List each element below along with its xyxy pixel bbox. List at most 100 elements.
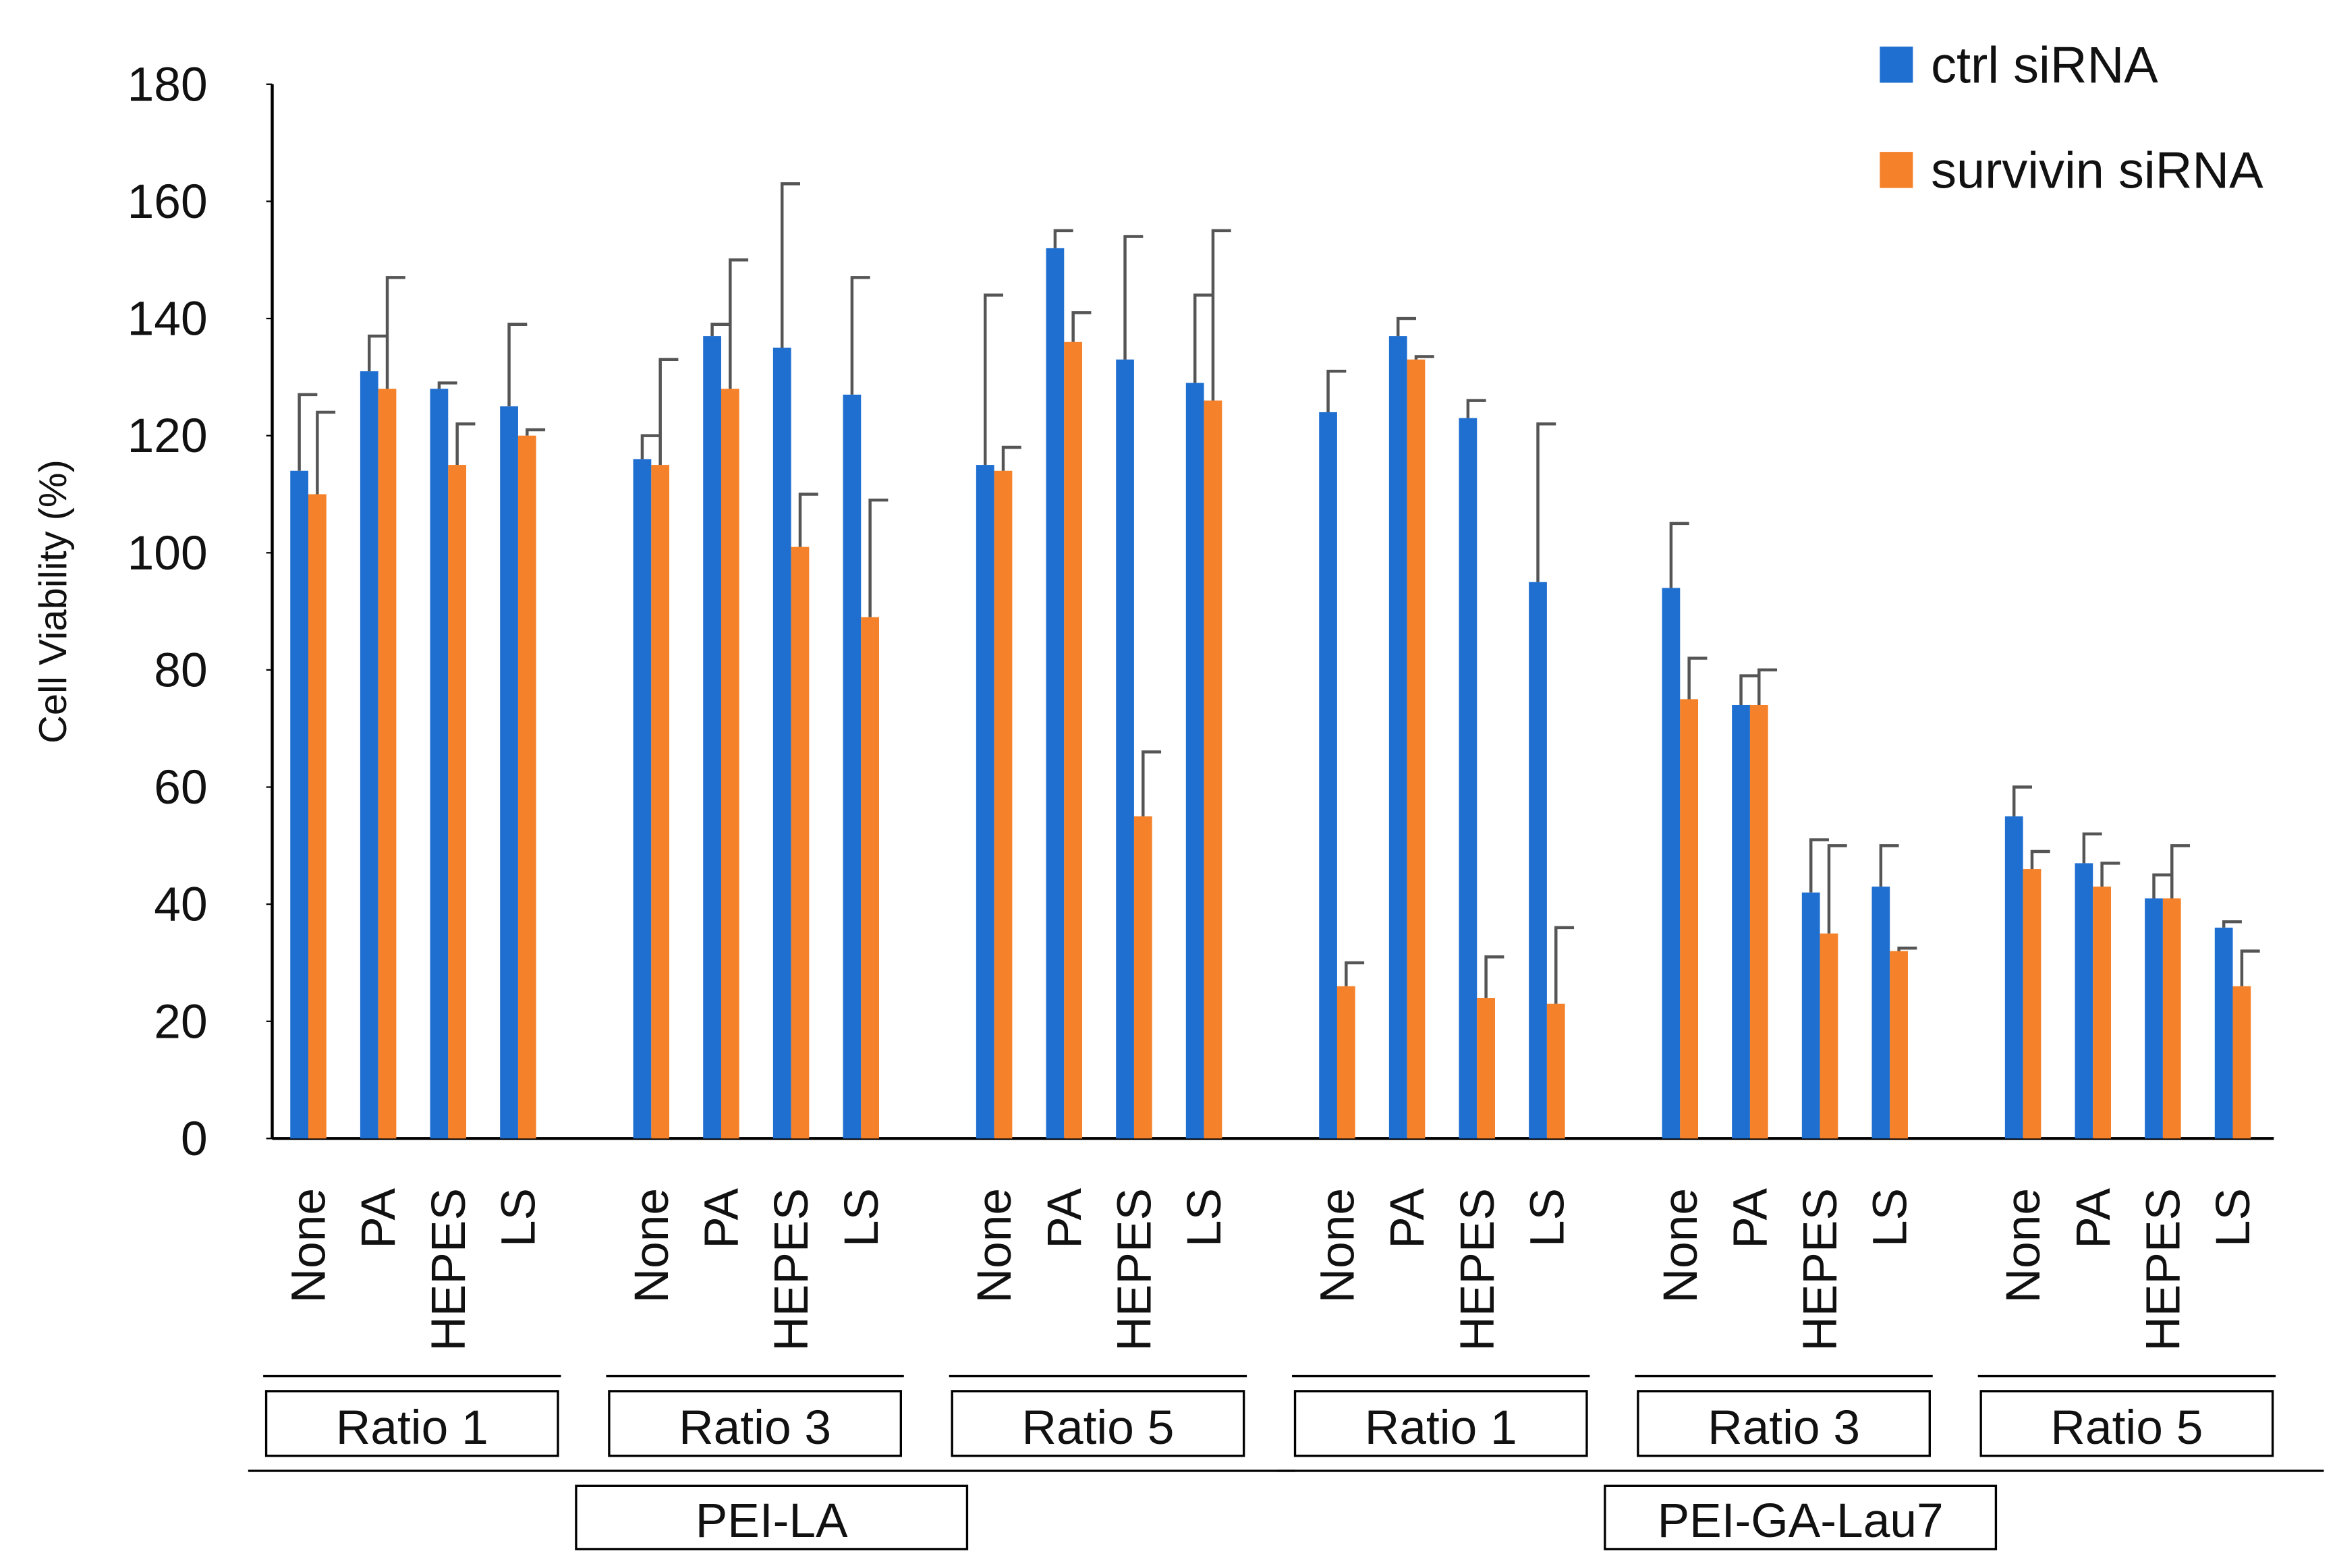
error-bar bbox=[868, 498, 889, 617]
bar bbox=[1477, 998, 1496, 1139]
bar bbox=[517, 435, 536, 1139]
error-bar bbox=[1071, 311, 1092, 342]
error-bar bbox=[1053, 229, 1073, 248]
error-bar bbox=[729, 258, 749, 389]
x-tick-label: None bbox=[1996, 1188, 2050, 1303]
bar bbox=[1388, 336, 1407, 1139]
subgroup-label: Ratio 1 bbox=[1365, 1401, 1517, 1455]
group-box bbox=[575, 1484, 969, 1550]
subgroup-box bbox=[1637, 1390, 1931, 1457]
bar bbox=[703, 336, 721, 1139]
error-bar bbox=[1211, 229, 1231, 401]
legend-label: survivin siRNA bbox=[1931, 142, 2263, 200]
bar bbox=[2232, 986, 2251, 1139]
error-bar bbox=[1897, 947, 1917, 951]
error-bar bbox=[385, 276, 405, 389]
error-bar bbox=[1123, 235, 1144, 360]
error-bar bbox=[437, 381, 457, 389]
y-tick-label: 180 bbox=[128, 57, 208, 111]
bar bbox=[1046, 248, 1065, 1139]
x-tick-label: PA bbox=[1038, 1188, 1092, 1249]
group-label: PEI-LA bbox=[696, 1494, 848, 1548]
y-tick-label: 160 bbox=[128, 175, 208, 229]
bar bbox=[1064, 341, 1083, 1139]
y-tick-label: 0 bbox=[181, 1112, 208, 1166]
x-tick-label: PA bbox=[351, 1188, 405, 1249]
x-tick-label: PA bbox=[694, 1188, 748, 1249]
bar bbox=[2004, 816, 2023, 1139]
error-bar bbox=[455, 422, 476, 466]
y-tick-label: 100 bbox=[128, 526, 208, 580]
bar bbox=[721, 389, 739, 1139]
x-tick-label: LS bbox=[1520, 1188, 1574, 1247]
error-bar bbox=[316, 410, 336, 495]
y-tick-label: 120 bbox=[128, 409, 208, 463]
x-tick-label: HEPES bbox=[422, 1188, 476, 1351]
error-bar bbox=[1536, 422, 1556, 582]
y-tick-label: 140 bbox=[128, 292, 208, 346]
error-bar bbox=[1396, 316, 1416, 337]
bar bbox=[651, 465, 670, 1139]
error-bar bbox=[1484, 955, 1504, 999]
bar bbox=[2162, 898, 2181, 1139]
bar bbox=[772, 347, 791, 1139]
x-tick-label: None bbox=[967, 1188, 1021, 1303]
bar bbox=[1116, 359, 1134, 1139]
error-bar bbox=[1669, 522, 1689, 588]
bar bbox=[1801, 892, 1820, 1139]
bar bbox=[1871, 887, 1890, 1139]
error-bar bbox=[640, 434, 660, 459]
bar bbox=[1662, 588, 1681, 1139]
subgroup-label: Ratio 3 bbox=[679, 1401, 831, 1455]
bar bbox=[1890, 951, 1908, 1139]
subgroup-box bbox=[1293, 1390, 1588, 1457]
y-tick-label: 40 bbox=[154, 878, 207, 932]
group-label: PEI-GA-Lau7 bbox=[1658, 1494, 1944, 1548]
bar bbox=[1749, 705, 1768, 1139]
subgroup-label: Ratio 5 bbox=[2050, 1401, 2203, 1455]
bar bbox=[1459, 418, 1477, 1139]
x-tick-label: LS bbox=[1177, 1188, 1231, 1247]
error-bar bbox=[781, 182, 800, 348]
y-axis-label: Cell Viability (%) bbox=[32, 459, 75, 744]
error-bar bbox=[1739, 674, 1759, 705]
error-bar bbox=[1466, 399, 1486, 418]
bar bbox=[290, 470, 308, 1139]
error-bar bbox=[710, 323, 731, 337]
error-bar bbox=[984, 293, 1004, 466]
subgroup-label: Ratio 5 bbox=[1021, 1401, 1174, 1455]
bar bbox=[430, 389, 449, 1139]
error-bar bbox=[798, 493, 818, 547]
bar bbox=[994, 470, 1013, 1139]
legend-swatch bbox=[1880, 152, 1913, 188]
x-tick-label: HEPES bbox=[1107, 1188, 1161, 1351]
bar bbox=[1407, 359, 1426, 1139]
error-bar bbox=[1142, 750, 1162, 816]
error-bar bbox=[2030, 849, 2050, 870]
bar bbox=[1204, 400, 1222, 1139]
error-bar bbox=[526, 428, 546, 436]
x-tick-label: PA bbox=[2066, 1188, 2120, 1249]
bar bbox=[843, 394, 862, 1139]
error-bar bbox=[2100, 862, 2120, 887]
bar bbox=[861, 617, 880, 1139]
group-box bbox=[1604, 1484, 1998, 1550]
error-bar bbox=[2152, 873, 2172, 899]
error-bar bbox=[2012, 785, 2032, 816]
bar bbox=[1133, 816, 1152, 1139]
x-tick-label: None bbox=[282, 1188, 336, 1303]
x-tick-label: LS bbox=[491, 1188, 545, 1247]
bar bbox=[2214, 927, 2233, 1139]
bar bbox=[360, 371, 378, 1139]
subgroup-box bbox=[951, 1390, 1245, 1457]
bar bbox=[1336, 986, 1355, 1139]
x-tick-label: HEPES bbox=[2136, 1188, 2190, 1351]
x-tick-label: None bbox=[1654, 1188, 1708, 1303]
error-bar bbox=[507, 323, 528, 407]
error-bar bbox=[298, 393, 318, 471]
x-tick-label: HEPES bbox=[1451, 1188, 1504, 1351]
bar bbox=[2023, 869, 2042, 1139]
legend-label: ctrl siRNA bbox=[1931, 37, 2158, 94]
